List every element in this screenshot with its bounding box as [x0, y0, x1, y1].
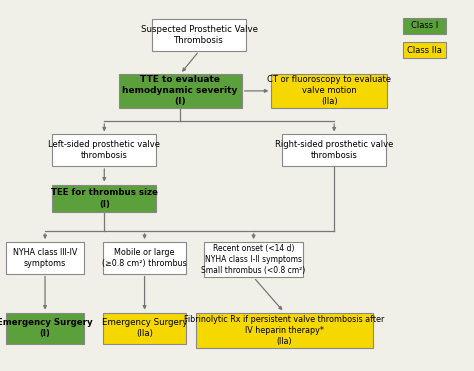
FancyBboxPatch shape [271, 74, 387, 108]
Text: TEE for thrombus size
(I): TEE for thrombus size (I) [51, 188, 158, 209]
FancyBboxPatch shape [103, 242, 186, 274]
Text: Emergency Surgery
(I): Emergency Surgery (I) [0, 318, 93, 338]
FancyBboxPatch shape [204, 242, 303, 278]
Text: Fibrinolytic Rx if persistent valve thrombosis after
IV heparin therapy*
(IIa): Fibrinolytic Rx if persistent valve thro… [184, 315, 384, 346]
FancyBboxPatch shape [282, 135, 386, 166]
FancyBboxPatch shape [152, 19, 246, 51]
Text: TTE to evaluate
hemodynamic severity
(I): TTE to evaluate hemodynamic severity (I) [122, 75, 238, 106]
FancyBboxPatch shape [118, 74, 242, 108]
FancyBboxPatch shape [52, 184, 156, 212]
Text: Class IIa: Class IIa [407, 46, 442, 55]
FancyBboxPatch shape [6, 312, 84, 344]
FancyBboxPatch shape [103, 312, 186, 344]
Text: Class I: Class I [410, 22, 438, 30]
Text: Emergency Surgery
(IIa): Emergency Surgery (IIa) [102, 318, 187, 338]
Text: Left-sided prosthetic valve
thrombosis: Left-sided prosthetic valve thrombosis [48, 140, 160, 160]
FancyBboxPatch shape [195, 312, 373, 348]
Text: CT or fluoroscopy to evaluate
valve motion
(IIa): CT or fluoroscopy to evaluate valve moti… [267, 75, 392, 106]
Text: NYHA class III-IV
symptoms: NYHA class III-IV symptoms [13, 248, 77, 268]
FancyBboxPatch shape [52, 135, 156, 166]
FancyBboxPatch shape [403, 42, 446, 58]
Text: Suspected Prosthetic Valve
Thrombosis: Suspected Prosthetic Valve Thrombosis [141, 25, 257, 45]
Text: Right-sided prosthetic valve
thrombosis: Right-sided prosthetic valve thrombosis [275, 140, 393, 160]
Text: Recent onset (<14 d)
NYHA class I-II symptoms
Small thrombus (<0.8 cm²): Recent onset (<14 d) NYHA class I-II sym… [201, 244, 306, 275]
Text: Mobile or large
(≥0.8 cm²) thrombus: Mobile or large (≥0.8 cm²) thrombus [102, 248, 187, 268]
FancyBboxPatch shape [6, 242, 84, 274]
FancyBboxPatch shape [403, 18, 446, 34]
